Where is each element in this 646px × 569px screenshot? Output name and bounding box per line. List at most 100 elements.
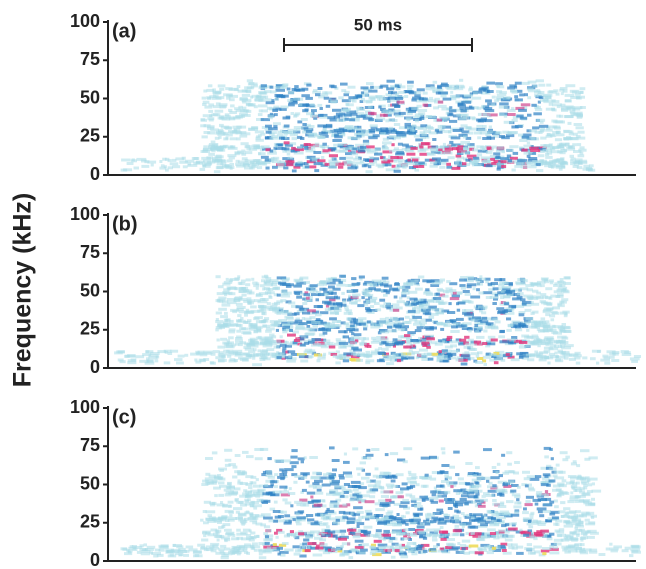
spectrogram-texture <box>351 347 358 350</box>
spectrogram-texture <box>416 356 419 359</box>
spectrogram-texture <box>336 296 341 299</box>
spectrogram-texture <box>352 100 357 103</box>
spectrogram-texture <box>401 357 407 360</box>
spectrogram-texture <box>584 458 590 461</box>
spectrogram-texture <box>381 348 388 351</box>
spectrogram-texture <box>322 91 327 94</box>
spectrogram-texture <box>361 457 371 460</box>
spectrogram-texture <box>306 130 313 133</box>
spectrogram-texture <box>380 338 388 341</box>
spectrogram-texture <box>581 482 586 485</box>
spectrogram-texture <box>539 514 544 517</box>
spectrogram-texture <box>244 86 252 89</box>
spectrogram-texture <box>464 94 473 97</box>
spectrogram-texture <box>528 165 536 168</box>
spectrogram-texture <box>316 318 321 321</box>
spectrogram-texture <box>450 344 457 347</box>
spectrogram-texture <box>379 299 385 302</box>
spectrogram-texture <box>332 459 340 462</box>
spectrogram-texture <box>393 309 399 312</box>
spectrogram-texture <box>383 114 388 117</box>
spectrogram-texture <box>491 162 496 165</box>
spectrogram-texture <box>170 162 179 165</box>
spectrogram-texture <box>402 165 408 168</box>
spectrogram-texture <box>360 461 366 464</box>
spectrogram-texture <box>579 161 583 164</box>
spectrogram-texture <box>314 162 323 165</box>
spectrogram-texture <box>305 332 315 335</box>
spectrogram-texture <box>370 546 376 549</box>
spectrogram-texture <box>288 355 291 358</box>
spectrogram-texture <box>419 298 423 301</box>
spectrogram-texture <box>245 151 252 154</box>
y-tick-label: 100 <box>70 11 100 31</box>
spectrogram-texture <box>554 500 558 503</box>
spectrogram-texture <box>476 283 483 286</box>
spectrogram-texture <box>357 304 364 307</box>
spectrogram-texture <box>166 550 174 553</box>
spectrogram-texture <box>232 310 237 313</box>
spectrogram-texture <box>459 284 465 287</box>
spectrogram-texture <box>258 305 264 308</box>
spectrogram-texture <box>366 351 371 354</box>
spectrogram-texture <box>332 109 341 112</box>
spectrogram-texture <box>444 516 449 519</box>
spectrogram-texture <box>496 85 500 88</box>
spectrogram-texture <box>383 355 392 358</box>
spectrogram-texture <box>241 331 251 334</box>
spectrogram-texture <box>245 283 250 286</box>
spectrogram-texture <box>418 337 422 340</box>
spectrogram-texture <box>258 336 262 339</box>
spectrogram-texture <box>456 358 464 361</box>
spectrogram-texture <box>395 320 401 323</box>
spectrogram-texture <box>284 549 293 552</box>
spectrogram-texture <box>312 338 321 341</box>
spectrogram-texture <box>512 169 516 172</box>
spectrogram-texture <box>439 500 444 503</box>
spectrogram-texture <box>494 278 502 281</box>
spectrogram-texture <box>358 112 364 115</box>
spectrogram-texture <box>322 484 331 487</box>
spectrogram-texture <box>525 309 532 312</box>
spectrogram-texture <box>295 280 300 283</box>
spectrogram-texture <box>395 97 403 100</box>
spectrogram-texture <box>457 309 460 312</box>
spectrogram-texture <box>391 143 394 146</box>
spectrogram-texture <box>549 329 556 332</box>
spectrogram-texture <box>370 283 378 286</box>
spectrogram-texture <box>335 361 340 364</box>
spectrogram-texture <box>453 529 462 532</box>
spectrogram-texture <box>257 146 264 149</box>
spectrogram-texture <box>560 451 568 454</box>
spectrogram-texture <box>244 518 249 521</box>
spectrogram-texture <box>578 154 585 157</box>
spectrogram-texture <box>540 137 546 140</box>
spectrogram-texture <box>375 467 379 470</box>
spectrogram-texture <box>270 150 274 153</box>
spectrogram-texture <box>376 476 382 479</box>
spectrogram-texture <box>352 447 358 450</box>
spectrogram-texture <box>477 476 484 479</box>
spectrogram-texture <box>398 143 403 146</box>
spectrogram-texture <box>275 311 283 314</box>
spectrogram-texture <box>252 542 258 545</box>
spectrogram-texture <box>476 125 483 128</box>
spectrogram-texture <box>307 521 310 524</box>
spectrogram-texture <box>288 91 294 94</box>
spectrogram-texture <box>336 119 345 122</box>
spectrogram-texture <box>147 546 156 549</box>
spectrogram-texture <box>529 326 538 329</box>
spectrogram-texture <box>534 91 541 94</box>
spectrogram-texture <box>609 543 612 546</box>
spectrogram-texture <box>360 354 370 357</box>
spectrogram-texture <box>509 470 516 473</box>
spectrogram-texture <box>577 143 582 146</box>
spectrogram-texture <box>369 159 373 162</box>
spectrogram-texture <box>502 131 509 134</box>
spectrogram-texture <box>251 323 258 326</box>
spectrogram-texture <box>315 547 323 550</box>
spectrogram-texture <box>242 287 246 290</box>
spectrogram-texture <box>141 165 149 168</box>
spectrogram-texture <box>242 353 249 356</box>
spectrogram-texture <box>490 155 495 158</box>
